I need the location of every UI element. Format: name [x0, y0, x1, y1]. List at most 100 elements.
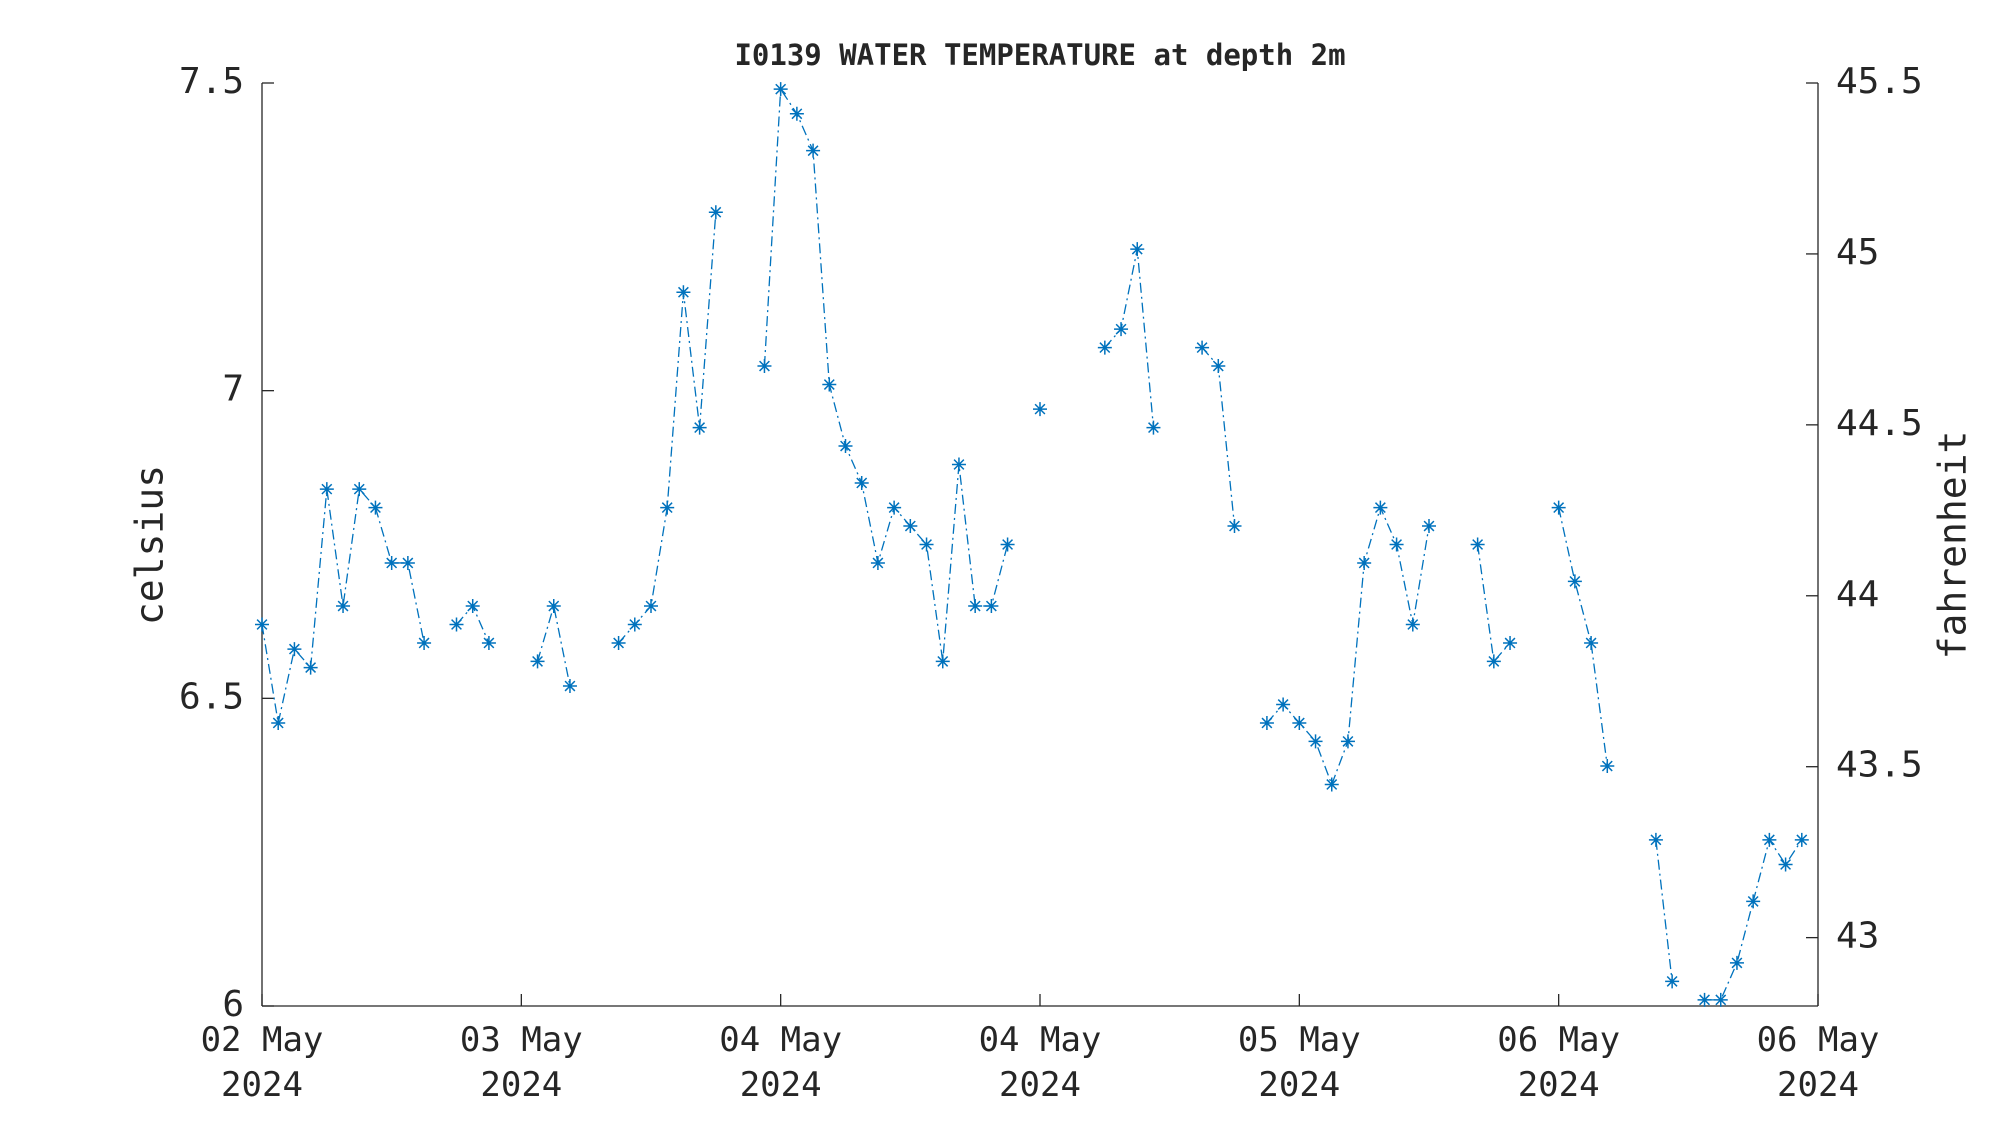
data-point [1211, 359, 1226, 374]
data-point [1422, 519, 1436, 534]
data-point [1600, 759, 1615, 774]
data-point [1114, 322, 1129, 337]
y2-tick-label: 43.5 [1836, 745, 1923, 786]
x-tick-label: 03 May 2024 [459, 1020, 583, 1105]
data-point [255, 617, 269, 632]
y2-tick-label: 44 [1836, 574, 1879, 615]
data-point [919, 537, 934, 552]
data-point [870, 555, 885, 570]
data-point [773, 82, 788, 97]
data-point [562, 679, 577, 694]
data-point [1097, 340, 1112, 355]
data-point [644, 599, 658, 614]
data-point [676, 285, 691, 300]
series-line [763, 87, 1009, 662]
data-point [1697, 992, 1712, 1007]
data-point [757, 359, 772, 374]
data-point [660, 500, 675, 515]
x-tick-label: 02 May 2024 [200, 1020, 324, 1105]
series-line [536, 605, 571, 687]
y2-tick-label: 43 [1836, 916, 1879, 957]
data-point [1713, 992, 1728, 1007]
data-point [303, 660, 318, 675]
data-point [1340, 734, 1355, 749]
data-point [1746, 894, 1761, 909]
data-point [481, 635, 496, 650]
y2-tick-label: 45.5 [1836, 61, 1923, 102]
data-point [951, 457, 966, 472]
data-point [271, 715, 286, 730]
data-point [287, 642, 302, 657]
x-tick-label: 06 May 2024 [1756, 1020, 1880, 1105]
data-point [1762, 832, 1777, 847]
x-tick-label: 05 May 2024 [1237, 1020, 1361, 1105]
data-point [319, 482, 334, 497]
data-point [1794, 832, 1809, 847]
data-point [806, 143, 821, 158]
data-point [1584, 635, 1599, 650]
data-point [968, 599, 983, 614]
data-point [1470, 537, 1485, 552]
data-point [1308, 734, 1323, 749]
y-axis-label: celsius [128, 465, 172, 625]
data-point [1373, 500, 1388, 515]
data-point [1567, 574, 1582, 589]
data-point [449, 617, 464, 632]
data-point [708, 205, 723, 220]
data-point [384, 555, 399, 570]
data-point [1000, 537, 1015, 552]
data-point [1292, 715, 1307, 730]
data-point [1729, 955, 1744, 970]
data-point [546, 599, 561, 614]
data-point [692, 420, 707, 435]
y2-axis-label: fahrenheit [1931, 431, 1975, 660]
y-tick-label: 6 [222, 984, 244, 1025]
data-point [1503, 635, 1518, 650]
y-tick-label: 7.5 [179, 61, 244, 102]
data-point [1357, 555, 1372, 570]
data-point [1227, 519, 1242, 534]
data-point [935, 654, 950, 669]
data-point [611, 635, 626, 650]
data-point [1389, 537, 1404, 552]
data-point [1405, 617, 1420, 632]
series-line [1104, 249, 1155, 428]
data-point [400, 555, 415, 570]
chart-title: I0139 WATER TEMPERATURE at depth 2m [734, 38, 1345, 72]
data-point [1259, 715, 1274, 730]
data-point [1486, 654, 1501, 669]
series-line [1558, 507, 1608, 767]
data-point [1665, 974, 1680, 989]
data-point [352, 482, 367, 497]
data-point [1551, 500, 1566, 515]
data-point [1146, 420, 1161, 435]
series-line [1201, 347, 1236, 527]
data-point [887, 500, 902, 515]
series-line [1476, 544, 1511, 663]
data-point [336, 599, 351, 614]
y-tick-label: 7 [222, 369, 244, 410]
data-point [1778, 857, 1793, 872]
x-tick-label: 06 May 2024 [1497, 1020, 1621, 1105]
data-point [627, 617, 642, 632]
series-line [1655, 839, 1673, 982]
data-point [1195, 340, 1210, 355]
data-point [984, 599, 999, 614]
data-point [368, 500, 383, 515]
y-tick-label: 6.5 [179, 676, 244, 717]
data-point [465, 599, 480, 614]
data-point [1324, 777, 1339, 792]
data-point [417, 635, 432, 650]
data-point [1648, 832, 1663, 847]
x-tick-label: 04 May 2024 [719, 1020, 843, 1105]
data-point [1033, 402, 1047, 417]
x-tick-label: 04 May 2024 [978, 1020, 1102, 1105]
data-point [789, 106, 804, 121]
data-point [1276, 697, 1291, 712]
data-point [838, 439, 853, 454]
data-point [854, 475, 869, 490]
y2-tick-label: 44.5 [1836, 403, 1923, 444]
data-point [530, 654, 545, 669]
